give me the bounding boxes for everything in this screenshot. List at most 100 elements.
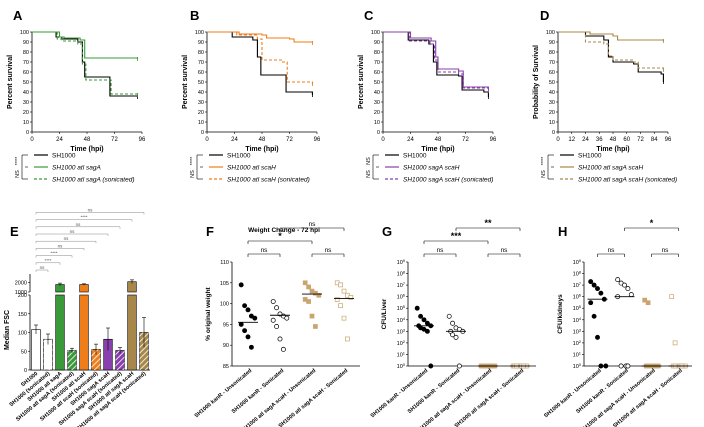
sig-label: ****: [190, 156, 196, 165]
x-axis-label: Time (hpi): [596, 146, 629, 153]
sig-label: ns: [501, 247, 509, 254]
data-point: [598, 290, 604, 296]
panel-letter: C: [364, 8, 374, 23]
y-tick-label: 103: [573, 327, 582, 335]
legend-item: SH1000 atl sagA scaH (sonicated): [578, 177, 677, 184]
y-tick-label: 60: [198, 70, 204, 76]
legend-item: SH1000 atl sagA: [52, 165, 101, 172]
data-point: [341, 288, 347, 294]
data-point: [245, 334, 251, 340]
data-point: [245, 307, 251, 313]
y-tick-label: 100: [397, 362, 406, 370]
y-tick-label: 40: [198, 90, 204, 96]
y-tick-label: 50: [549, 80, 555, 86]
y-axis-label: CFU/kidneys: [557, 294, 564, 334]
y-tick-label: 200: [18, 293, 27, 299]
y-tick-label: 60: [374, 70, 380, 76]
x-tick-label: 24: [407, 137, 414, 143]
panel-a: A 0 10 20 30 40 50 60 70 80 90 100 0 24 48 72 96 Time (hp…: [7, 8, 146, 184]
data-point: [645, 300, 651, 306]
panel-letter: H: [558, 224, 567, 239]
sig-label: **: [484, 218, 492, 228]
data-point: [622, 282, 627, 288]
sig-label: ****: [50, 251, 57, 256]
series-line-2: [558, 31, 664, 70]
x-tick-label: 72: [637, 137, 644, 143]
panel-b: B 0 10 20 30 40 50 60 70 80 90 100 0 24 48 72 96 Time (hp…: [182, 8, 321, 184]
data-point: [277, 336, 283, 342]
data-point: [306, 284, 311, 290]
y-tick-label: 100: [18, 331, 27, 337]
x-tick-label: SH1000 atl sagA scaH - Sonicated: [278, 368, 350, 427]
x-tick-label: 48: [610, 137, 617, 143]
y-tick-label: 105: [397, 304, 406, 312]
panel-letter: D: [540, 8, 549, 23]
x-tick-label: 72: [111, 137, 118, 143]
y-tick-label: 50: [21, 349, 27, 355]
y-tick-label: 100: [220, 302, 229, 308]
bar: [31, 329, 41, 371]
y-tick-label: 70: [549, 60, 555, 66]
bar-hatch: [43, 339, 53, 370]
sig-label: ns: [76, 222, 82, 227]
y-tick-label: 108: [573, 270, 582, 278]
sig-label: ns: [608, 247, 616, 254]
data-point: [348, 295, 354, 300]
bar-hatch: [91, 349, 101, 370]
x-tick-label: SH1000 kanR - Sonicated: [407, 368, 461, 415]
data-point: [446, 313, 452, 319]
y-tick-label: 30: [374, 100, 380, 106]
legend-item: SH1000 atl sagA scaH: [578, 165, 643, 172]
bar-hatch: [139, 332, 149, 370]
panel-g: G 100 101 102 103 104 105 106 107 108 109 CFU/Liver…: [370, 218, 536, 427]
y-tick-label: 104: [397, 316, 406, 324]
bar: [55, 294, 65, 371]
data-point: [595, 286, 600, 292]
data-point: [334, 297, 340, 302]
legend-item: SH1000 atl scaH: [227, 165, 276, 172]
data-point: [252, 315, 258, 321]
data-point: [345, 336, 350, 342]
data-point: [274, 305, 280, 311]
sig-label: ns: [70, 229, 76, 234]
x-tick-label: 48: [435, 137, 442, 143]
y-tick-label: 105: [573, 304, 582, 312]
data-point: [642, 297, 648, 303]
sig-label: NS: [366, 170, 372, 178]
y-tick-label: 106: [573, 293, 582, 301]
sig-label: *: [650, 218, 654, 228]
y-tick-label: 85: [223, 364, 229, 370]
data-point: [615, 277, 621, 283]
y-tick-label: 50: [23, 80, 29, 86]
sig-label: ns: [325, 247, 333, 254]
y-tick-label: 101: [573, 350, 582, 358]
series-line-0: [32, 31, 138, 97]
data-point: [242, 328, 248, 334]
x-tick-label: 0: [30, 137, 34, 143]
sig-label: ***: [451, 231, 462, 241]
panel-h: H 100 101 102 103 104 105 106 107 108 109 CFU/kidne…: [543, 218, 692, 427]
x-tick-label: 72: [286, 137, 293, 143]
legend-item: SH1000: [52, 153, 76, 160]
y-tick-label: 1000: [15, 290, 27, 296]
y-tick-label: 106: [397, 293, 406, 301]
x-tick-label: 96: [490, 137, 497, 143]
data-point: [248, 313, 254, 319]
bar: [127, 294, 137, 371]
data-point: [595, 334, 600, 340]
data-point: [313, 324, 318, 329]
sig-label: ****: [44, 258, 51, 263]
y-tick-label: 70: [374, 60, 380, 66]
legend-item: SH1000 sagA scaH: [403, 165, 460, 172]
y-tick-label: 70: [23, 60, 29, 66]
x-tick-label: SH1000 kanR - Unsonicated: [194, 368, 254, 419]
x-tick-label: 96: [665, 137, 672, 143]
data-point: [248, 344, 254, 350]
y-tick-label: 80: [549, 50, 555, 56]
series-line-0: [207, 31, 313, 95]
y-tick-label: 20: [23, 110, 29, 116]
y-tick-label: 20: [549, 110, 555, 116]
y-tick-label: 0: [377, 130, 380, 136]
data-point: [280, 346, 286, 352]
data-point: [628, 292, 634, 298]
